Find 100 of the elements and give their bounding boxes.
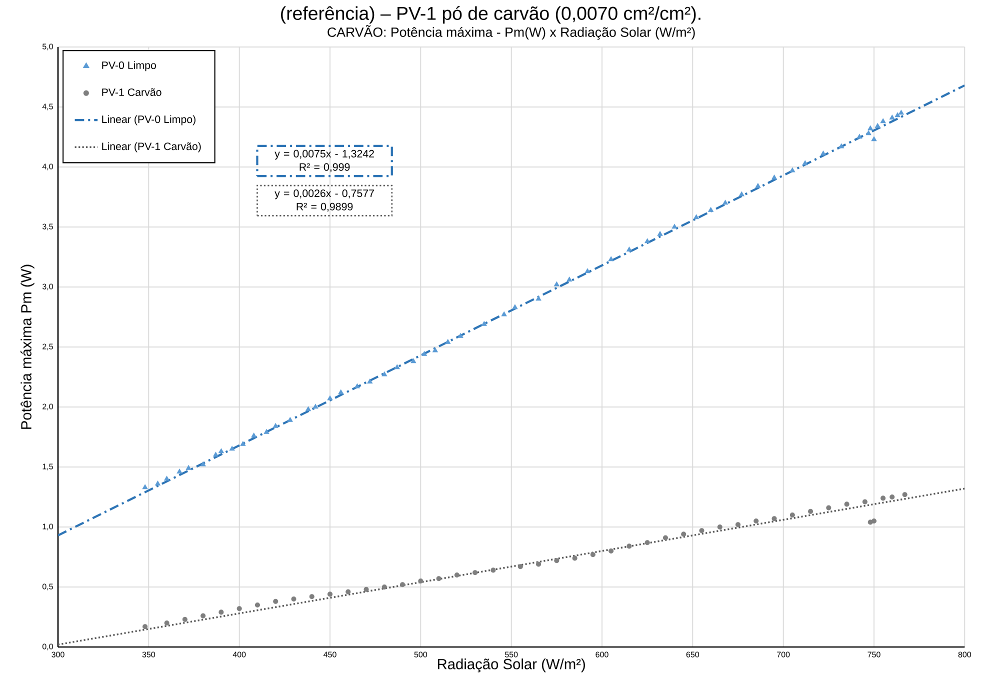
point (902, 492, 908, 498)
point (422, 351, 427, 356)
point (229, 446, 235, 451)
x-tick-label: 750 (868, 652, 880, 658)
annotation: R² = 0,9899 (296, 202, 353, 212)
x-tick-label: 300 (52, 652, 64, 658)
point (400, 582, 406, 588)
point (458, 333, 464, 338)
point (382, 372, 388, 376)
point (874, 123, 880, 128)
y-tick-label: 0,0 (42, 644, 53, 650)
point (200, 613, 206, 618)
point (866, 130, 872, 136)
point (327, 592, 333, 597)
point (772, 174, 777, 180)
legend-label: Linear (PV-1 Carvão) (102, 142, 201, 152)
point (890, 494, 895, 500)
y-tick-label: 3,5 (42, 224, 53, 230)
point (626, 544, 632, 549)
point (572, 556, 578, 561)
point (536, 296, 542, 301)
point (717, 524, 722, 530)
point (672, 224, 678, 229)
point (772, 516, 777, 522)
point (694, 214, 699, 220)
y-axis-title: Potência máxima Pm (W) (20, 264, 34, 429)
point (287, 417, 293, 422)
y-tick-label: 2,5 (42, 344, 53, 350)
x-axis-title: Radiação Solar (W/m²) (438, 658, 585, 672)
point (554, 282, 560, 286)
point (512, 304, 518, 310)
point (481, 321, 487, 326)
y-tick-label: 5,0 (42, 44, 53, 50)
point (213, 452, 218, 457)
x-tick-label: 600 (596, 652, 608, 658)
point (844, 502, 850, 507)
point (820, 150, 826, 156)
y-tick-label: 4,0 (42, 164, 53, 170)
point (871, 518, 877, 524)
point (182, 616, 188, 622)
point (880, 118, 886, 124)
y-tick-label: 1,5 (42, 464, 53, 470)
point (662, 535, 668, 540)
point (862, 499, 868, 504)
x-tick-label: 500 (414, 652, 428, 658)
point (755, 183, 761, 188)
x-tick-label: 700 (777, 652, 790, 658)
point (790, 168, 796, 172)
point (699, 528, 704, 534)
point (626, 246, 632, 252)
point (142, 484, 148, 490)
chart-title: CARVÃO: Potência máxima - Pm(W) x Radiação Solar (W/m²) (328, 25, 695, 40)
point (536, 562, 542, 567)
point (472, 570, 478, 576)
point (802, 160, 808, 166)
y-tick-label: 1,0 (42, 524, 53, 530)
point (644, 238, 650, 244)
point (826, 505, 832, 510)
point (312, 404, 318, 409)
point (436, 576, 442, 582)
point (291, 596, 296, 602)
y-tick-label: 4,5 (42, 104, 53, 110)
point (445, 339, 451, 344)
point (254, 602, 260, 608)
point (327, 396, 333, 400)
x-tick-label: 650 (686, 652, 700, 658)
point (590, 552, 596, 558)
point (142, 624, 148, 630)
point (566, 276, 572, 282)
point (722, 200, 728, 205)
point (644, 540, 650, 546)
point (608, 548, 614, 554)
point (518, 564, 523, 570)
point (880, 496, 886, 501)
point (236, 606, 242, 612)
legend-label: Linear (PV-0 Limpo) (102, 115, 196, 126)
point (218, 448, 224, 454)
point (871, 136, 877, 142)
point (200, 462, 206, 466)
point (584, 268, 590, 274)
annotation: y = 0,0075x - 1,3242 (274, 150, 374, 160)
y-tick-label: 0,5 (42, 584, 53, 590)
point (838, 144, 844, 148)
legend-label: PV-0 Limpo (102, 61, 156, 72)
x-tick-label: 450 (324, 652, 336, 658)
point (738, 192, 744, 196)
point (382, 584, 387, 590)
point (164, 476, 170, 481)
point (218, 610, 224, 615)
point (364, 586, 369, 592)
point (164, 620, 170, 626)
point (432, 348, 438, 352)
point (898, 110, 904, 115)
x-tick-label: 800 (958, 652, 972, 658)
y-tick-label: 2,0 (42, 404, 53, 410)
point (708, 207, 714, 212)
point (790, 512, 795, 518)
point (155, 480, 160, 486)
point (346, 589, 351, 594)
text: (referência) – PV-1 pó de carvão (0,0070 cm²/cm²). (281, 6, 700, 24)
